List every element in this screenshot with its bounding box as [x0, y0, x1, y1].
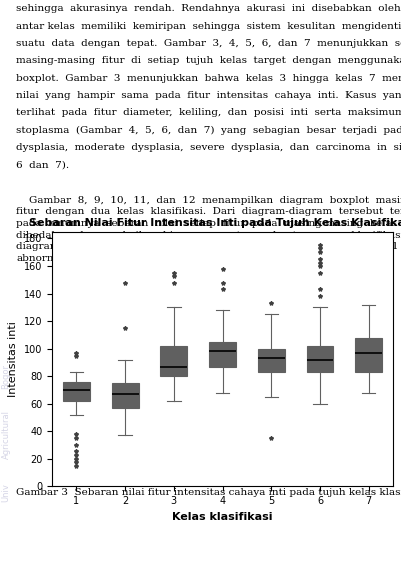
Text: Agricultural: Agricultural [2, 410, 10, 459]
Text: terlihat  pada  fitur  diameter,  keliling,  dan  posisi  inti  serta  maksimum : terlihat pada fitur diameter, keliling, … [16, 108, 401, 118]
PathPatch shape [209, 342, 236, 367]
Text: Univ: Univ [2, 483, 10, 501]
PathPatch shape [306, 346, 333, 372]
PathPatch shape [63, 382, 90, 401]
Text: diagram  tersebut  kelas  0  mewakili  kelas  normal  sedangkan  kelas  1  mewak: diagram tersebut kelas 0 mewakili kelas … [16, 242, 401, 251]
Text: dysplasia,  moderate  dysplasia,  severe  dysplasia,  dan  carcinoma  in  situ  : dysplasia, moderate dysplasia, severe dy… [16, 143, 401, 152]
Text: boxplot.  Gambar  3  menunjukkan  bahwa  kelas  3  hingga  kelas  7  memiliki  r: boxplot. Gambar 3 menunjukkan bahwa kela… [16, 74, 401, 83]
Text: stoplasma  (Gambar  4,  5,  6,  dan  7)  yang  sebagian  besar  terjadi  pada  k: stoplasma (Gambar 4, 5, 6, dan 7) yang s… [16, 126, 401, 135]
Title: Sebaran Nilai Fitur Intensitas Inti pada Tujuh Kelas Klasifikasi: Sebaran Nilai Fitur Intensitas Inti pada… [29, 218, 401, 228]
Text: antar kelas  memiliki  kemiripan  sehingga  sistem  kesulitan  mengidentifikasi : antar kelas memiliki kemiripan sehingga … [16, 21, 401, 31]
Y-axis label: Intensitas inti: Intensitas inti [8, 321, 18, 397]
Text: dibedakan  dengan  baik  sehingga  sangat  membantu  proses  klasifikasi.  Pada: dibedakan dengan baik sehingga sangat me… [16, 230, 401, 240]
Text: masing-masing  fitur  di  setiap  tujuh  kelas  target  dengan  menggunakan  dia: masing-masing fitur di setiap tujuh kela… [16, 56, 401, 65]
Text: fitur  dengan  dua  kelas  klasifikasi.  Dari  diagram-diagram  tersebut  terlih: fitur dengan dua kelas klasifikasi. Dari… [16, 207, 401, 217]
X-axis label: Kelas klasifikasi: Kelas klasifikasi [172, 512, 273, 522]
PathPatch shape [160, 346, 187, 376]
PathPatch shape [355, 338, 382, 372]
PathPatch shape [258, 349, 285, 372]
Text: nilai  yang  hampir  sama  pada  fitur  intensitas  cahaya  inti.  Kasus  yang  : nilai yang hampir sama pada fitur intens… [16, 91, 401, 100]
Text: 6  dan  7).: 6 dan 7). [16, 160, 69, 170]
Text: Gambar  8,  9,  10,  11,  dan  12  menampilkan  diagram  boxplot  masing-masing: Gambar 8, 9, 10, 11, dan 12 menampilkan … [16, 196, 401, 205]
Text: suatu  data  dengan  tepat.  Gambar  3,  4,  5,  6,  dan  7  menunjukkan  sebara: suatu data dengan tepat. Gambar 3, 4, 5,… [16, 39, 401, 48]
PathPatch shape [112, 383, 139, 408]
Text: Gambar 3  Sebaran nilai fitur intensitas cahaya inti pada tujuh kelas klasifikas: Gambar 3 Sebaran nilai fitur intensitas … [16, 488, 401, 497]
Text: sehingga  akurasinya  rendah.  Rendahnya  akurasi  ini  disebabkan  oleh  nilai : sehingga akurasinya rendah. Rendahnya ak… [16, 4, 401, 13]
Text: Bogor: Bogor [2, 364, 10, 389]
Text: pada  umumnya  sebaran  nilai  setiap  fitur  pada  masing-masing  kelas  dapat: pada umumnya sebaran nilai setiap fitur … [16, 219, 401, 228]
Text: abnormal.: abnormal. [16, 254, 69, 263]
